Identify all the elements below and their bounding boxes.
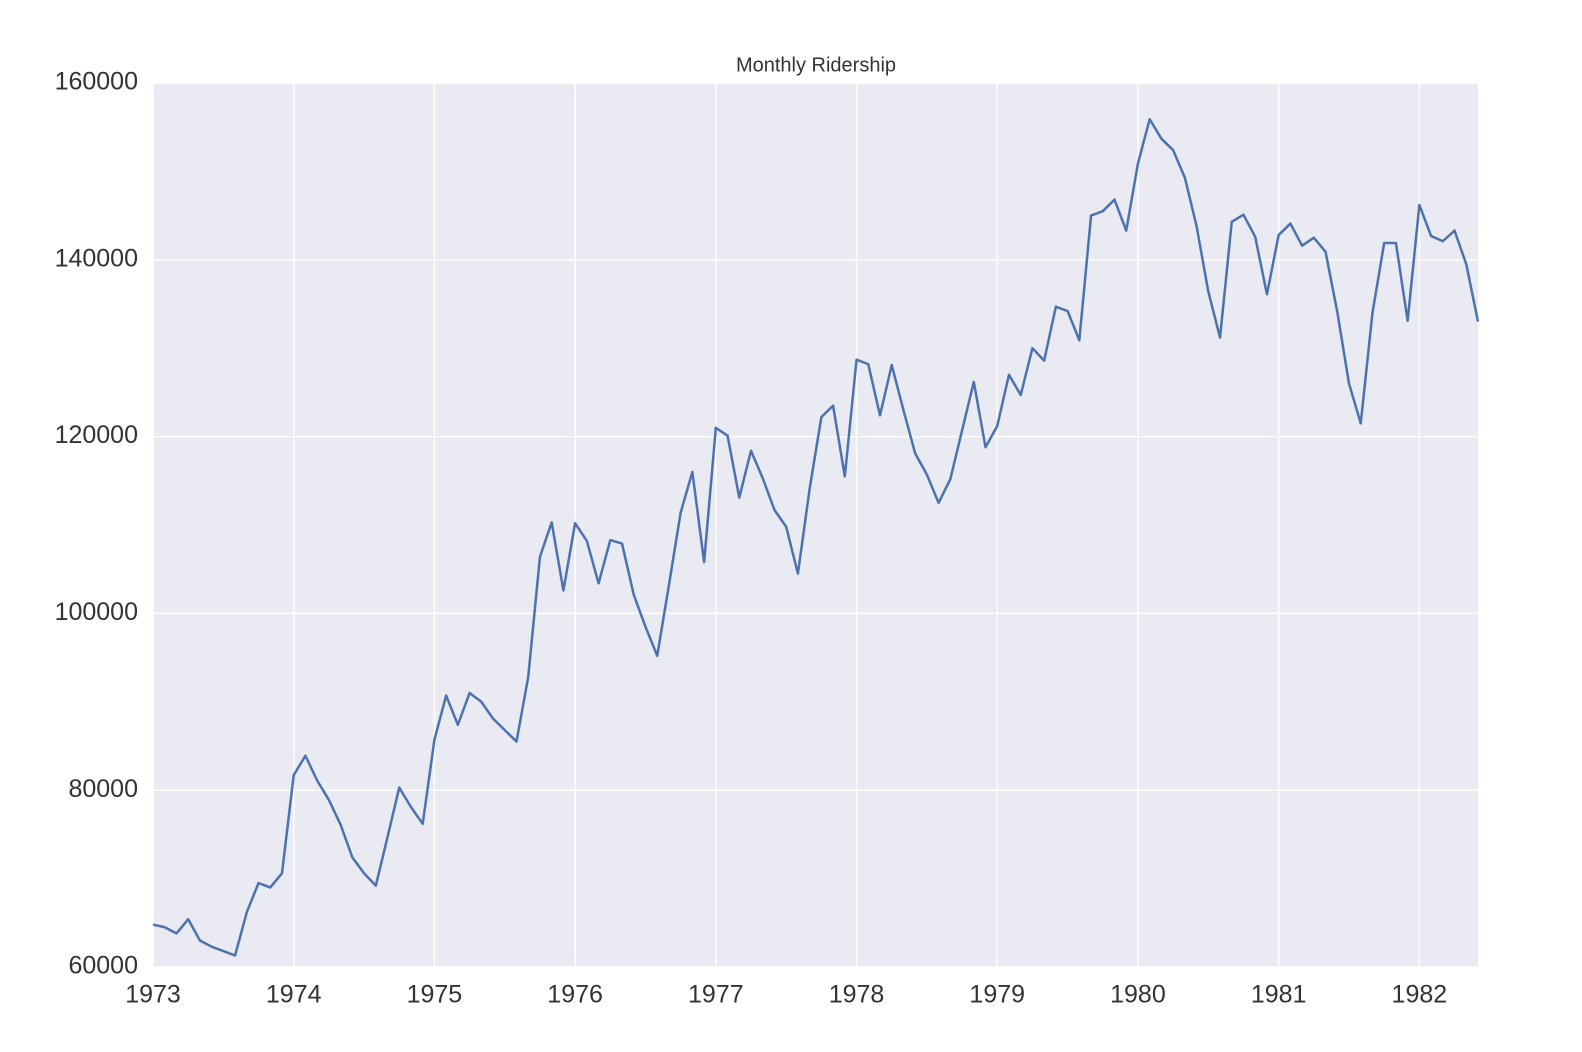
x-tick-label: 1982 xyxy=(1392,981,1448,1009)
y-tick-label: 80000 xyxy=(68,775,138,803)
x-tick-label: 1975 xyxy=(407,981,463,1009)
x-tick-label: 1978 xyxy=(829,981,885,1009)
x-tick-label: 1973 xyxy=(125,981,181,1009)
x-tick-label: 1977 xyxy=(688,981,744,1009)
x-tick-label: 1981 xyxy=(1251,981,1307,1009)
x-tick-label: 1974 xyxy=(266,981,322,1009)
x-tick-label: 1979 xyxy=(969,981,1025,1009)
plot-area xyxy=(153,83,1478,967)
x-tick-label: 1976 xyxy=(547,981,603,1009)
y-tick-label: 160000 xyxy=(55,68,138,96)
x-tick-label: 1980 xyxy=(1110,981,1166,1009)
y-tick-label: 100000 xyxy=(55,598,138,626)
y-tick-label: 60000 xyxy=(68,952,138,980)
y-tick-label: 120000 xyxy=(55,421,138,449)
y-tick-label: 140000 xyxy=(55,244,138,272)
data-line xyxy=(152,117,1480,957)
chart-title: Monthly Ridership xyxy=(736,54,896,76)
